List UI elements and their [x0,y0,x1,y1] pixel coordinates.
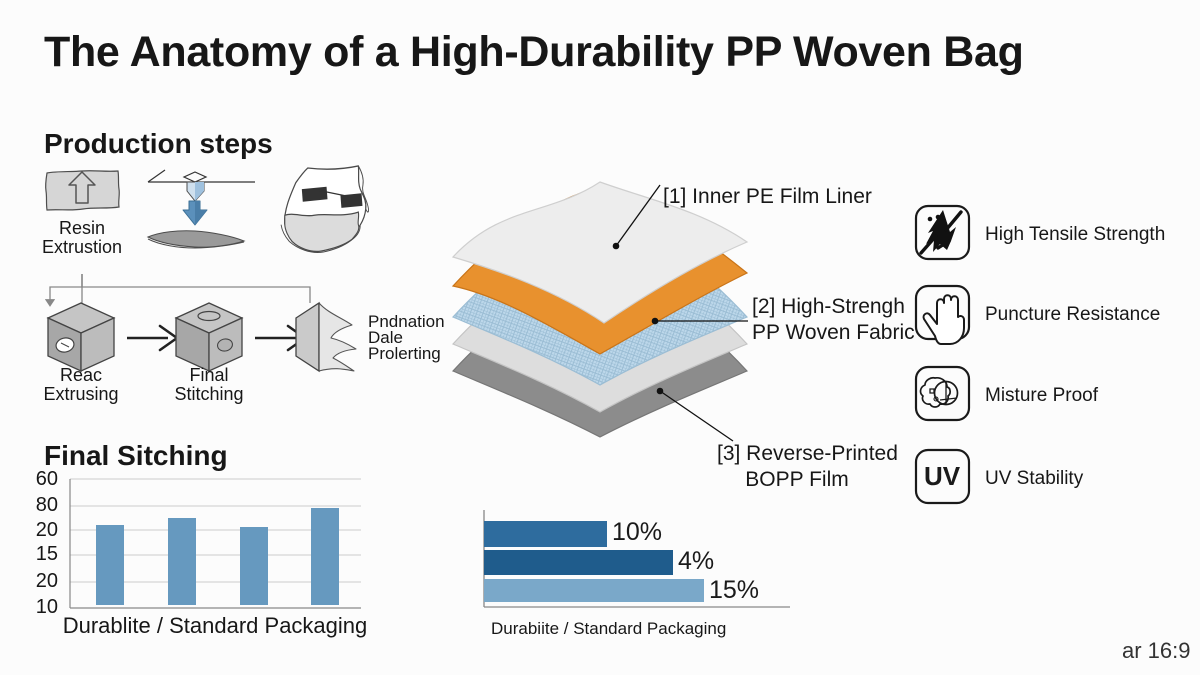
svg-text:Final: Final [189,365,228,385]
svg-text:20: 20 [36,519,58,541]
svg-text:High Tensile Strength: High Tensile Strength [985,224,1165,245]
svg-text:15%: 15% [709,576,759,604]
svg-text:Extrustion: Extrustion [42,237,122,257]
svg-text:BOPP Film: BOPP Film [745,468,848,491]
svg-text:[2] High-Strengh: [2] High-Strengh [752,295,905,318]
svg-text:UV: UV [924,461,961,491]
svg-text:UV Stability: UV Stability [985,468,1084,489]
svg-text:80: 80 [36,494,58,516]
svg-text:15: 15 [36,543,58,565]
svg-text:10: 10 [36,596,58,618]
svg-text:[1] Inner PE Film Liner: [1] Inner PE Film Liner [663,185,872,208]
svg-text:Reac: Reac [60,365,102,385]
svg-text:Stitching: Stitching [174,384,243,404]
svg-text:Misture Proof: Misture Proof [985,385,1099,406]
svg-text:10%: 10% [612,518,662,546]
svg-text:[3] Reverse-Printed: [3] Reverse-Printed [717,442,898,465]
svg-text:Extrusing: Extrusing [43,384,118,404]
svg-text:60: 60 [36,468,58,490]
svg-text:Durabiite / Standard Packaging: Durabiite / Standard Packaging [491,619,726,638]
svg-text:Durablite / Standard Packaging: Durablite / Standard Packaging [63,613,368,638]
svg-text:Resin: Resin [59,218,105,238]
svg-text:20: 20 [36,570,58,592]
svg-text:Prolerting: Prolerting [368,344,441,363]
svg-text:Puncture Resistance: Puncture Resistance [985,304,1160,325]
svg-text:4%: 4% [678,547,714,575]
svg-text:PP Woven Fabric: PP Woven Fabric [752,321,915,344]
